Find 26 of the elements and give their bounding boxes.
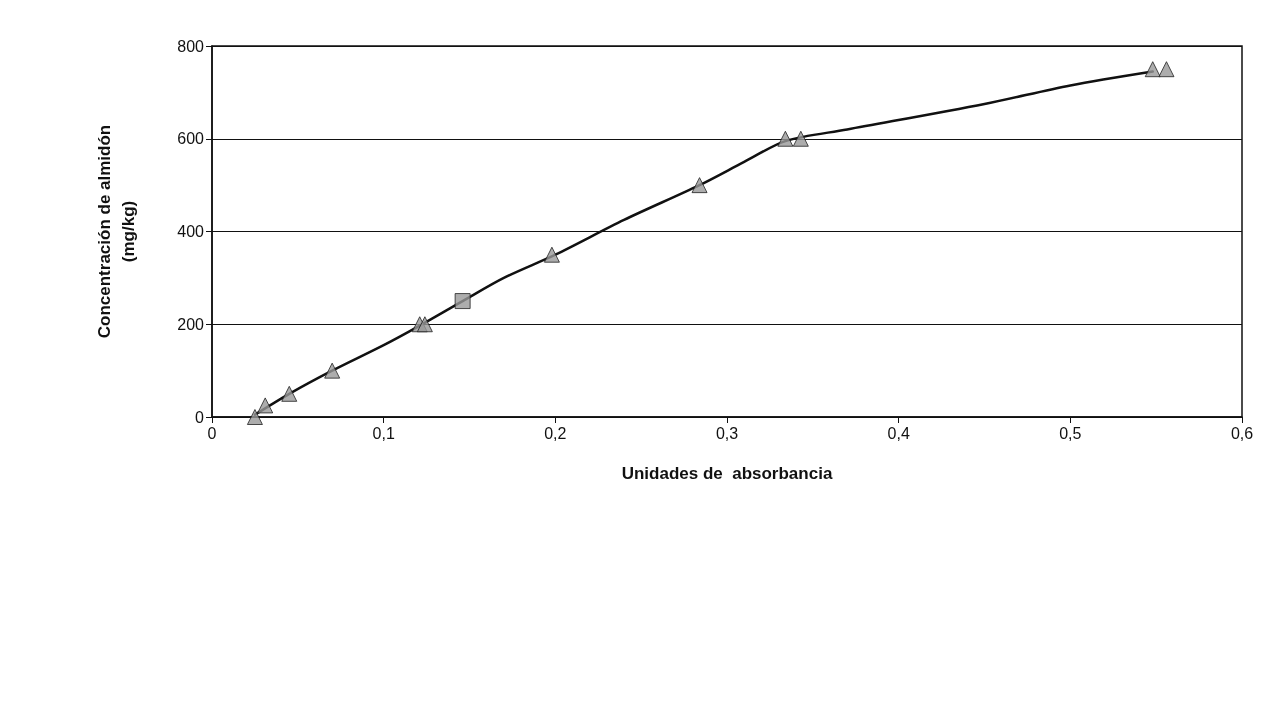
y-axis-title: Concentración de almidón (mg/kg) — [94, 124, 138, 339]
point — [691, 177, 708, 194]
point — [246, 409, 263, 425]
point — [281, 385, 298, 402]
point — [792, 130, 809, 147]
y-tick-label: 600 — [177, 130, 205, 148]
y-tick-label: 800 — [177, 37, 205, 55]
point — [257, 397, 274, 414]
y-tick-label: 200 — [177, 315, 205, 333]
point — [1158, 61, 1175, 78]
x-axis-title: Unidades de absorbancia — [621, 463, 833, 483]
x-tick-label: 0,5 — [1059, 424, 1082, 442]
point — [454, 293, 471, 310]
point — [324, 362, 341, 379]
y-tick-label: 0 — [195, 408, 205, 426]
point — [1144, 61, 1161, 78]
point — [543, 246, 560, 263]
x-tick-label: 0 — [207, 424, 217, 442]
point — [777, 130, 794, 147]
y-tick-label: 400 — [177, 223, 205, 240]
x-tick-label: 0,2 — [544, 424, 567, 442]
x-tick-label: 0,6 — [1230, 424, 1254, 442]
point — [416, 316, 433, 333]
x-tick-label: 0,3 — [715, 424, 739, 442]
x-tick-label: 0,1 — [372, 424, 395, 442]
x-tick-label: 0,4 — [887, 424, 910, 442]
